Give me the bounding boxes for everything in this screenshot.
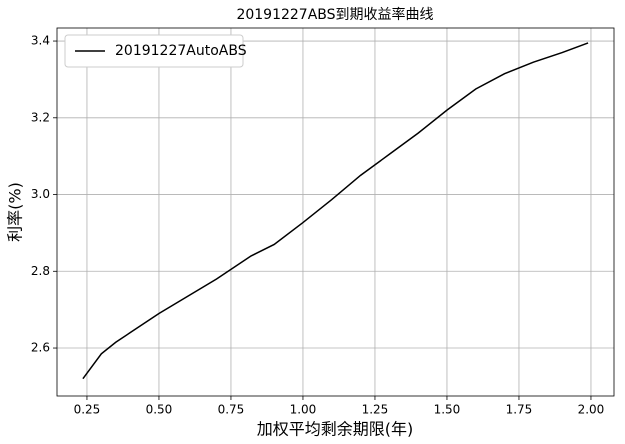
x-tick-label: 1.00 [290, 403, 317, 417]
y-tick-label: 2.8 [31, 264, 50, 278]
x-axis-label: 加权平均剩余期限(年) [257, 420, 414, 439]
y-tick-label: 3.0 [31, 187, 50, 201]
x-tick-label: 0.75 [218, 403, 245, 417]
plot-frame [56, 27, 615, 397]
legend-box [64, 34, 244, 68]
x-tick-label: 0.25 [74, 403, 101, 417]
y-tick-label: 3.4 [31, 34, 50, 48]
line [82, 42, 589, 380]
x-tick-label: 2.00 [578, 403, 605, 417]
x-tick-label: 1.25 [362, 403, 389, 417]
y-tick-label: 2.6 [31, 341, 50, 355]
x-tick-label: 1.50 [434, 403, 461, 417]
legend-label: 20191227AutoABS [115, 43, 247, 59]
x-tick-label: 1.75 [506, 403, 533, 417]
y-tick-label: 3.2 [31, 110, 50, 124]
y-axis-label: 利率(%) [6, 182, 25, 242]
chart-title: 20191227ABS到期收益率曲线 [236, 6, 433, 23]
x-tick-label: 0.50 [146, 403, 173, 417]
